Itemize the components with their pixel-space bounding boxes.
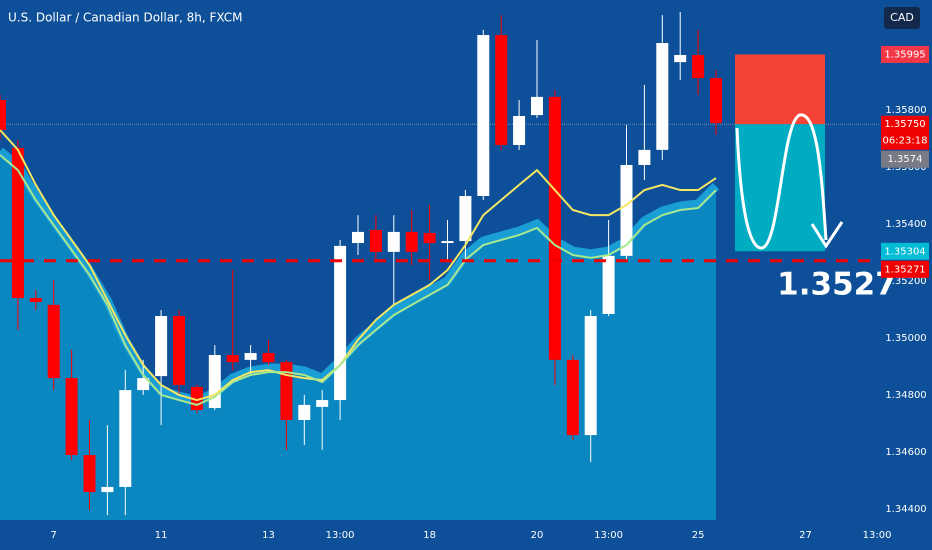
candle-body (566, 359, 579, 436)
candle-body (459, 196, 472, 242)
price-label-box (881, 150, 929, 168)
x-tick-label: 27 (799, 530, 812, 541)
candle-body (405, 231, 418, 252)
target-annotation: 1.3527 (777, 267, 897, 303)
countdown: 06:23:18 (883, 136, 928, 147)
candle-body (280, 362, 293, 420)
x-tick-label: 20 (531, 530, 544, 541)
price-label: 1.35271 (884, 264, 925, 275)
candle-body (674, 54, 687, 63)
y-tick-label: 1.35000 (885, 333, 926, 344)
candle-body (11, 147, 24, 299)
candle-body (710, 78, 722, 124)
candle-body (692, 54, 705, 79)
candle-body (101, 486, 114, 493)
price-label-box (881, 242, 929, 260)
candle-body (387, 231, 400, 252)
chart-title: U.S. Dollar / Canadian Dollar, 8h, FXCM (8, 11, 243, 25)
ma-area (0, 155, 716, 520)
candle-body (531, 96, 543, 116)
candle-body (441, 241, 454, 244)
candle-body (352, 231, 364, 244)
candle-body (298, 404, 311, 420)
x-tick-label: 13:00 (326, 530, 355, 541)
price-label-box (881, 260, 929, 278)
candle-body (173, 315, 185, 385)
candle-body (119, 390, 132, 487)
moving-average (0, 129, 717, 402)
candle-body (423, 233, 436, 244)
x-tick-label: 25 (692, 530, 705, 541)
y-tick-label: 1.34400 (885, 504, 926, 515)
price-label-box (881, 115, 929, 150)
price-axis: 1.358001.356001.354001.352001.350001.348… (881, 45, 929, 515)
candle-body (620, 164, 633, 256)
candle-body (584, 315, 597, 436)
candle-body (0, 100, 6, 130)
candle-body (334, 245, 347, 401)
candle-body (47, 304, 60, 379)
candle-body (155, 315, 168, 377)
currency-button[interactable] (884, 7, 920, 29)
price-label: 1.35995 (884, 49, 925, 60)
y-tick-label: 1.34600 (885, 447, 926, 458)
candle-body (548, 96, 561, 360)
candle-body (495, 35, 508, 146)
moving-average (0, 154, 717, 406)
candle-body (316, 400, 329, 407)
candle-body (208, 355, 221, 409)
x-tick-label: 13:00 (863, 530, 892, 541)
candle-body (137, 378, 150, 391)
y-tick-label: 1.35200 (885, 276, 926, 287)
x-tick-label: 11 (155, 530, 168, 541)
price-label: 1.35304 (884, 246, 925, 257)
price-label: 1.3574 (888, 154, 923, 165)
x-tick-label: 7 (51, 530, 57, 541)
candle-body (477, 35, 490, 197)
candle-body (656, 43, 669, 150)
candle-body (262, 353, 275, 363)
candle-body (369, 229, 382, 252)
x-tick-label: 13 (262, 530, 275, 541)
candle-body (29, 298, 42, 303)
currency-label[interactable]: CAD (890, 11, 914, 24)
candle-body (226, 355, 239, 363)
candle-body (244, 353, 257, 360)
candle-body (638, 149, 651, 165)
candle-body (83, 455, 96, 493)
y-tick-label: 1.35400 (885, 219, 926, 230)
y-tick-label: 1.34800 (885, 390, 926, 401)
x-tick-label: 18 (423, 530, 436, 541)
candle-body (65, 378, 78, 456)
projection-arrow (735, 113, 828, 250)
candle-body (513, 115, 526, 146)
y-tick-label: 1.35800 (885, 105, 926, 116)
price-label-box (881, 45, 929, 63)
arrow-head (810, 221, 844, 249)
stop-zone (735, 54, 825, 125)
price-label: 1.35750 (884, 119, 925, 130)
x-tick-label: 13:00 (594, 530, 623, 541)
candle-body (602, 255, 615, 314)
